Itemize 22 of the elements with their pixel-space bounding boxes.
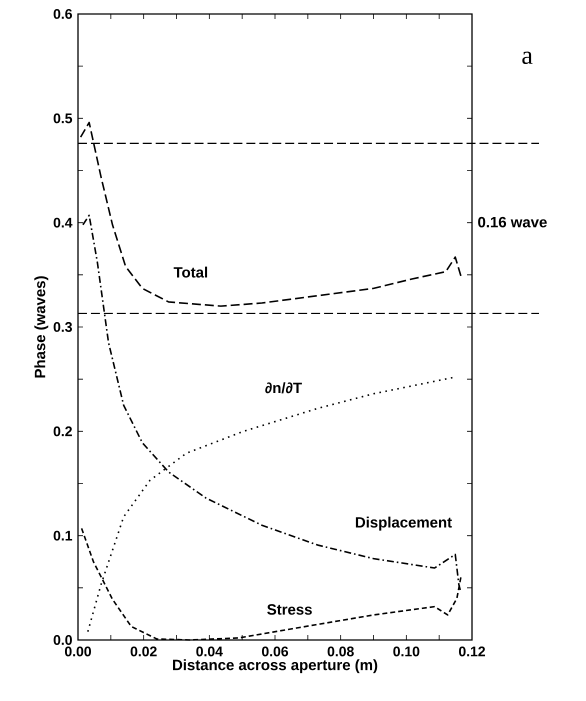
- x-tick-label: 0.02: [130, 646, 157, 656]
- series-label: Stress: [267, 604, 312, 615]
- y-tick-label: 0.0: [54, 635, 72, 645]
- y-tick-label: 0.1: [54, 530, 72, 541]
- x-tick-label: 0.10: [393, 646, 420, 656]
- x-tick-label: 0.04: [196, 646, 223, 656]
- x-axis-title: Distance across aperture (m): [173, 659, 378, 674]
- x-tick-label: 0.00: [64, 646, 91, 656]
- y-axis-title: Phase (waves): [34, 276, 48, 378]
- series-label: Displacement: [356, 516, 452, 531]
- text: 0.16 wave: [478, 216, 547, 228]
- y-tick-label: 0.5: [54, 113, 72, 124]
- y-tick-label: 0.2: [54, 426, 72, 436]
- series-label: Total: [174, 266, 208, 278]
- x-tick-label: 0.08: [328, 646, 354, 656]
- text: a: [522, 52, 533, 64]
- series-label: ∂n/∂T: [265, 382, 302, 394]
- y-tick-label: 0.4: [54, 218, 72, 228]
- x-tick-label: 0.06: [262, 646, 288, 656]
- y-tick-label: 0.6: [54, 9, 72, 19]
- y-tick-label: 0.3: [54, 322, 72, 332]
- x-tick-label: 0.12: [458, 646, 486, 656]
